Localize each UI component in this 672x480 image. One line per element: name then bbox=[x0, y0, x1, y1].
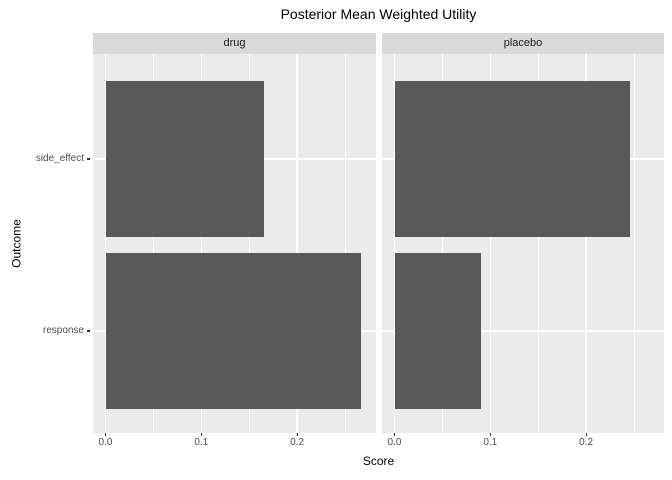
gridline-minor-vertical bbox=[344, 54, 346, 433]
gridline-minor-vertical bbox=[537, 54, 539, 433]
x-tick-label: 0.2 bbox=[290, 437, 305, 448]
x-tick-label: 0.1 bbox=[194, 437, 209, 448]
x-tick-mark bbox=[104, 433, 107, 436]
gridline-major-vertical bbox=[104, 54, 107, 433]
bar-drug-side_effect bbox=[105, 81, 264, 237]
gridline-major-vertical bbox=[489, 54, 492, 433]
y-tick-mark bbox=[87, 330, 90, 332]
facet-strip-drug: drug bbox=[93, 33, 376, 54]
gridline-major-vertical bbox=[296, 54, 298, 433]
x-tick-mark bbox=[585, 433, 587, 436]
x-tick-mark bbox=[200, 433, 202, 436]
gridline-minor-vertical bbox=[441, 54, 443, 433]
gridline-major-vertical bbox=[585, 54, 587, 433]
facet-panel-placebo bbox=[382, 54, 664, 433]
gridline-minor-vertical bbox=[248, 54, 250, 433]
gridline-major-vertical bbox=[200, 54, 203, 433]
bar-placebo-response bbox=[394, 253, 481, 409]
x-tick-label: 0.1 bbox=[483, 437, 498, 448]
gridline-minor-vertical bbox=[633, 54, 635, 433]
x-tick-label: 0.2 bbox=[579, 437, 594, 448]
gridline-major-vertical bbox=[393, 54, 396, 433]
x-tick-mark bbox=[489, 433, 491, 436]
x-tick-label: 0.0 bbox=[387, 437, 402, 448]
y-tick-label-side-effect: side_effect bbox=[35, 153, 84, 164]
x-axis-title: Score bbox=[362, 454, 395, 468]
x-tick-mark bbox=[296, 433, 298, 436]
facet-strip-placebo: placebo bbox=[382, 33, 664, 54]
y-axis-title: Outcome bbox=[9, 219, 24, 268]
facet-panel-drug bbox=[93, 54, 376, 433]
x-tick-label: 0.0 bbox=[98, 437, 113, 448]
gridline-major-horizontal bbox=[382, 330, 664, 332]
gridline-minor-vertical bbox=[152, 54, 154, 433]
bar-drug-response bbox=[105, 253, 362, 409]
x-tick-mark bbox=[393, 433, 396, 436]
chart-title: Posterior Mean Weighted Utility bbox=[280, 6, 477, 22]
y-tick-mark bbox=[87, 158, 90, 160]
y-tick-label-response: response bbox=[42, 325, 84, 336]
bar-placebo-side_effect bbox=[394, 81, 631, 237]
